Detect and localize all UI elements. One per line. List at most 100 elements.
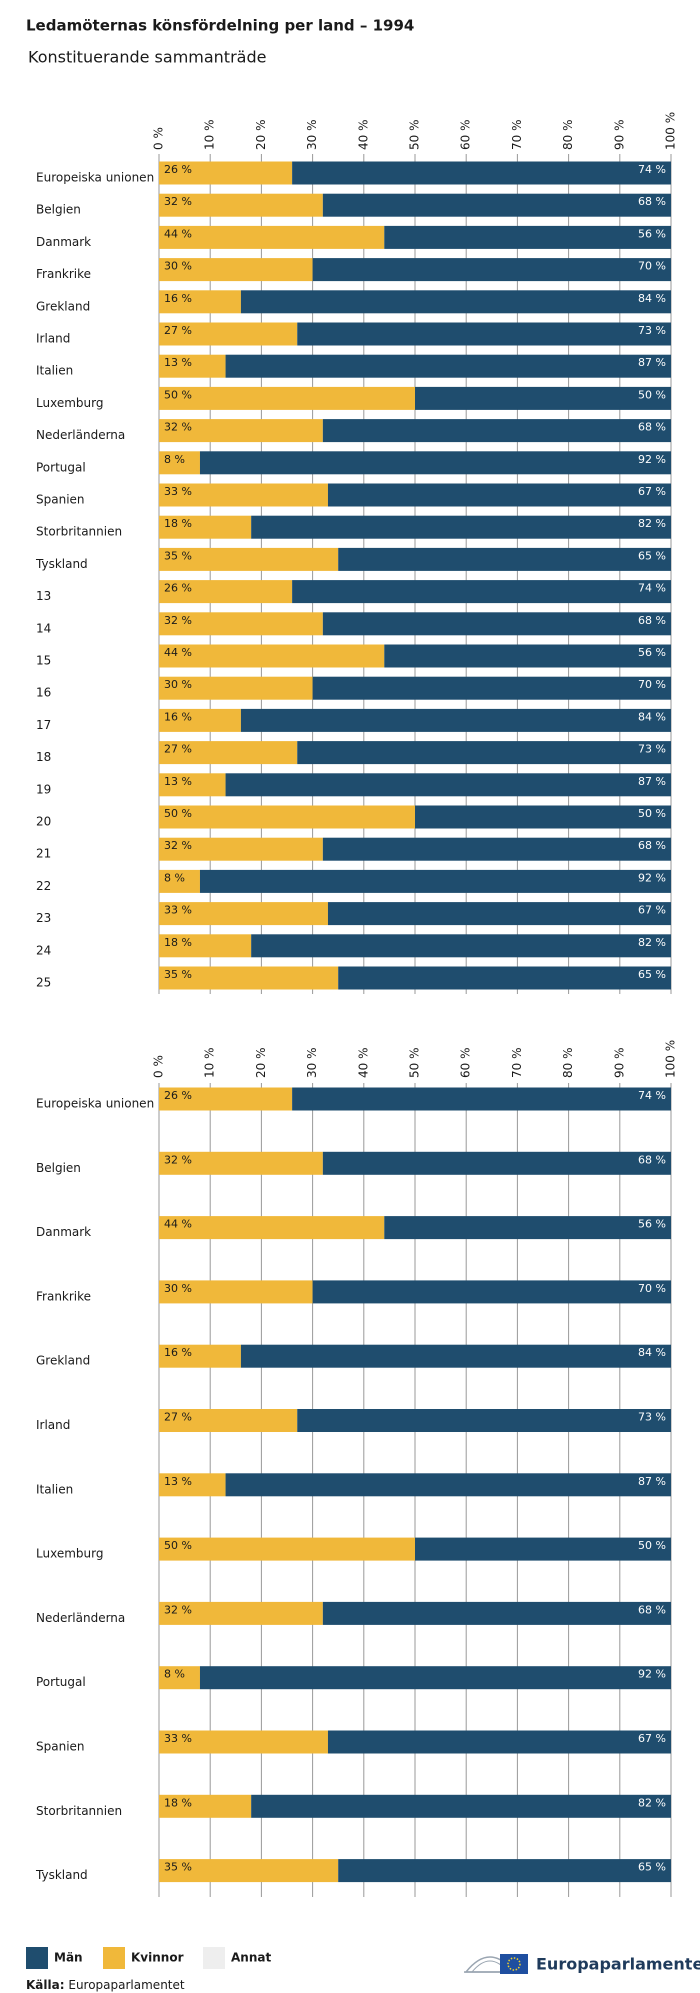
value-label: 32 % xyxy=(164,195,192,208)
bar-segment xyxy=(240,290,672,314)
value-label: 67 % xyxy=(638,904,666,917)
category-label: Belgien xyxy=(36,1161,81,1175)
value-label: 44 % xyxy=(164,646,192,659)
bar-segment xyxy=(159,644,385,668)
category-label: Danmark xyxy=(36,235,91,249)
value-label: 56 % xyxy=(638,227,666,240)
bar-segment xyxy=(159,483,328,507)
value-label: 65 % xyxy=(638,549,666,562)
category-label: Spanien xyxy=(36,493,85,507)
bar-segment xyxy=(159,322,298,346)
value-label: 27 % xyxy=(164,1411,192,1424)
bar-segment xyxy=(225,773,671,797)
value-label: 82 % xyxy=(638,936,666,949)
bar-segment xyxy=(159,1794,252,1818)
bar-segment xyxy=(159,741,298,765)
value-label: 44 % xyxy=(164,1218,192,1231)
bar-segment xyxy=(251,1794,671,1818)
value-label: 30 % xyxy=(164,678,192,691)
bar-segment xyxy=(159,1344,241,1368)
value-label: 50 % xyxy=(638,807,666,820)
bar-segment xyxy=(292,161,671,185)
bar-segment xyxy=(297,322,671,346)
x-tick-label: 60 % xyxy=(459,1048,473,1079)
bar-segment xyxy=(159,386,415,410)
category-label: Storbritannien xyxy=(36,1804,122,1818)
value-label: 50 % xyxy=(164,807,192,820)
value-label: 56 % xyxy=(638,1218,666,1231)
value-label: 33 % xyxy=(164,1732,192,1745)
value-label: 33 % xyxy=(164,904,192,917)
bar-segment xyxy=(159,451,200,475)
value-label: 16 % xyxy=(164,710,192,723)
category-label: 18 xyxy=(36,750,51,764)
bar-segment xyxy=(159,708,241,732)
value-label: 92 % xyxy=(638,1668,666,1681)
logo-stars xyxy=(507,1957,521,1971)
x-tick-label: 20 % xyxy=(254,120,268,151)
legend-swatch xyxy=(103,1947,125,1969)
value-label: 74 % xyxy=(638,1089,666,1102)
category-label: Europeiska unionen xyxy=(36,171,154,185)
bar-segment xyxy=(159,193,323,217)
category-label: 17 xyxy=(36,718,51,732)
legend-swatch xyxy=(203,1947,225,1969)
category-label: Portugal xyxy=(36,460,86,474)
bar-segment xyxy=(159,547,339,571)
legend-label: Annat xyxy=(231,1951,271,1965)
bar-segment xyxy=(199,1666,671,1690)
x-tick-label: 60 % xyxy=(459,120,473,151)
value-label: 92 % xyxy=(638,453,666,466)
value-label: 65 % xyxy=(638,968,666,981)
value-label: 13 % xyxy=(164,775,192,788)
category-label: 24 xyxy=(36,943,51,957)
bar-segment xyxy=(159,515,252,539)
category-label: Luxemburg xyxy=(36,396,103,410)
value-label: 73 % xyxy=(638,324,666,337)
category-label: 20 xyxy=(36,815,51,829)
category-label: Irland xyxy=(36,1418,70,1432)
value-label: 35 % xyxy=(164,1861,192,1874)
value-label: 30 % xyxy=(164,260,192,273)
value-label: 16 % xyxy=(164,292,192,305)
category-label: Nederländerna xyxy=(36,428,125,442)
category-label: 15 xyxy=(36,654,51,668)
x-tick-label: 10 % xyxy=(203,120,217,151)
value-label: 84 % xyxy=(638,292,666,305)
bar-segment xyxy=(251,934,671,958)
value-label: 32 % xyxy=(164,839,192,852)
value-label: 82 % xyxy=(638,1796,666,1809)
value-label: 30 % xyxy=(164,1282,192,1295)
value-label: 67 % xyxy=(638,1732,666,1745)
value-label: 33 % xyxy=(164,485,192,498)
value-label: 50 % xyxy=(638,388,666,401)
logo-text: Europaparlamentet xyxy=(536,1955,700,1974)
bar-segment xyxy=(297,1409,671,1432)
bar-segment xyxy=(322,1601,671,1625)
x-tick-label: 70 % xyxy=(510,1048,524,1079)
category-label: 19 xyxy=(36,782,51,796)
bar-segment xyxy=(251,515,671,539)
bar-segment xyxy=(384,225,671,249)
x-tick-label: 40 % xyxy=(356,1048,370,1079)
category-label: 16 xyxy=(36,686,51,700)
x-tick-label: 100 % xyxy=(664,1040,678,1078)
title: Ledamöternas könsfördelning per land – 1… xyxy=(26,17,414,35)
value-label: 87 % xyxy=(638,356,666,369)
bar-segment xyxy=(159,1601,323,1625)
x-tick-label: 30 % xyxy=(305,1048,319,1079)
category-label: Storbritannien xyxy=(36,525,122,539)
value-label: 68 % xyxy=(638,614,666,627)
category-label: 21 xyxy=(36,847,51,861)
category-label: Danmark xyxy=(36,1225,91,1239)
value-label: 84 % xyxy=(638,1346,666,1359)
category-label: 23 xyxy=(36,911,51,925)
category-label: Irland xyxy=(36,332,70,346)
value-label: 50 % xyxy=(164,388,192,401)
value-label: 70 % xyxy=(638,260,666,273)
bar-segment xyxy=(225,1473,671,1497)
x-tick-label: 0 % xyxy=(152,1055,166,1078)
bar-segment xyxy=(338,966,671,990)
bar-segment xyxy=(415,386,671,410)
